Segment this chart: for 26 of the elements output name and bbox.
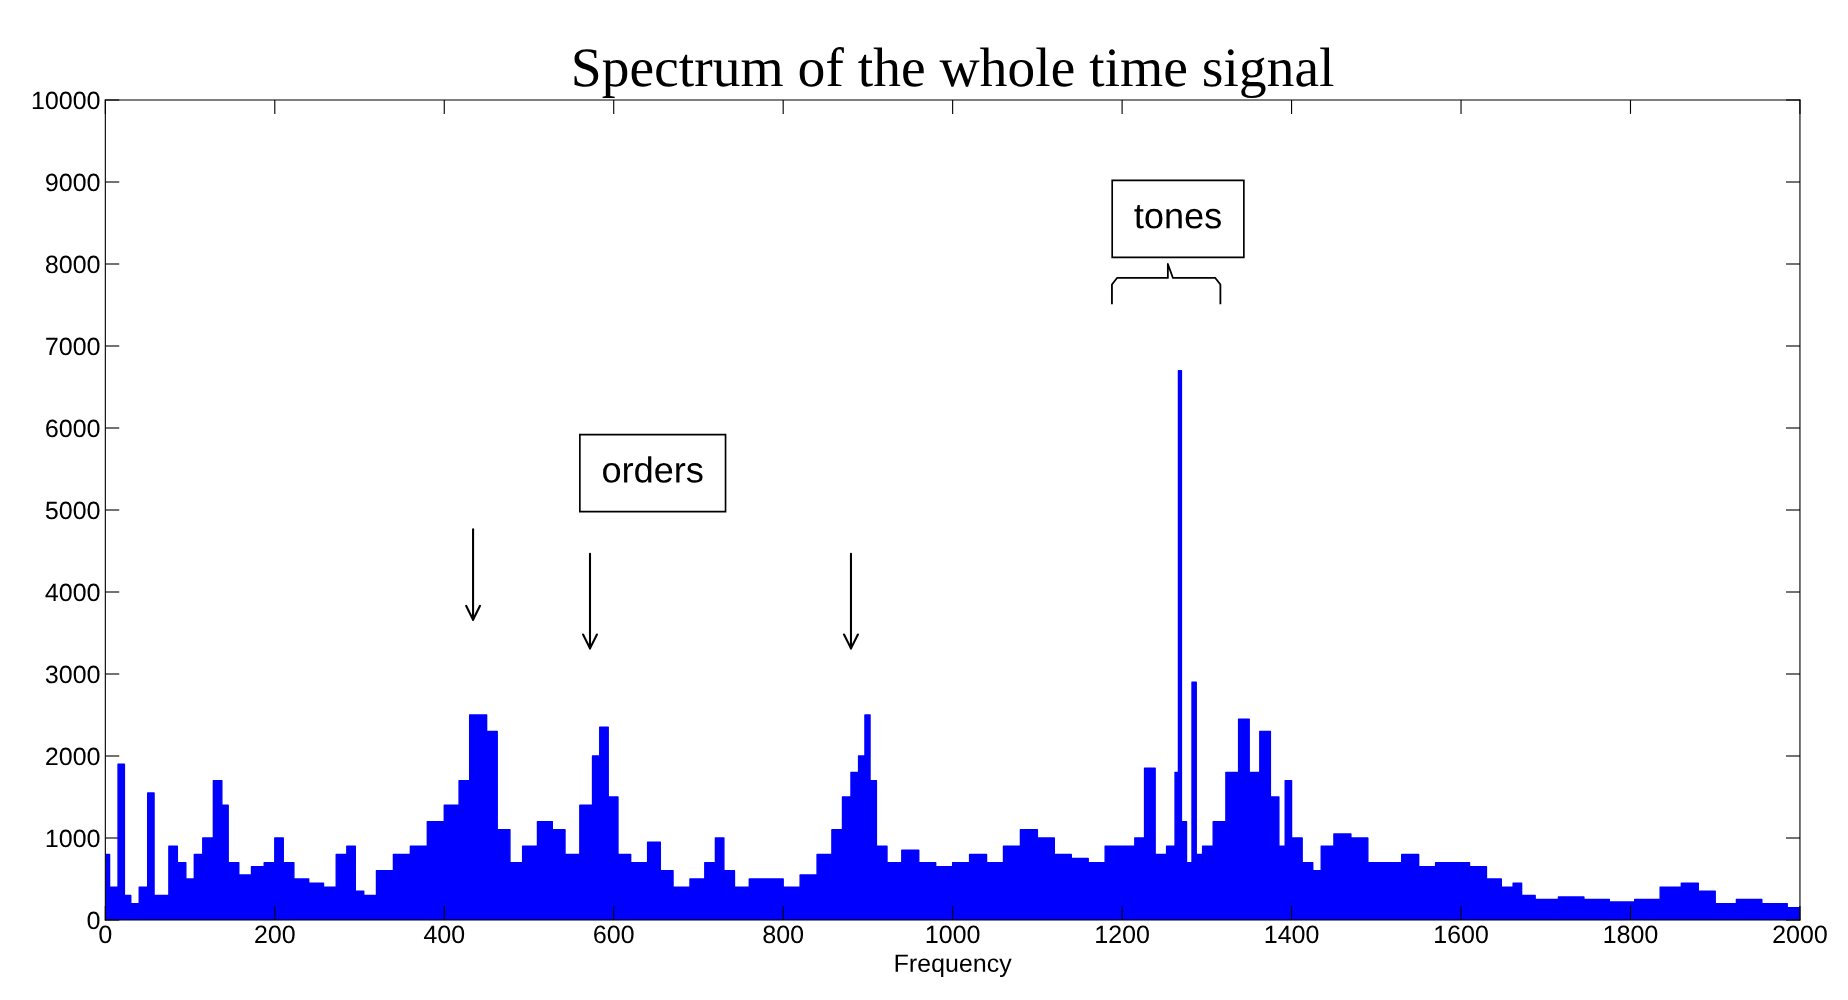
y-tick-label: 9000 <box>46 173 100 192</box>
x-tick-label: 2000 <box>1773 925 1827 944</box>
annotation: orders <box>603 456 703 483</box>
x-tick-label: 800 <box>763 925 804 944</box>
y-tick-label: 4000 <box>45 583 100 602</box>
y-tick-label: 3000 <box>45 665 100 684</box>
y-tick-label: 8000 <box>45 255 100 274</box>
x-tick-label: 600 <box>594 925 634 944</box>
y-tick-label: 5000 <box>45 501 100 520</box>
x-tick-label: 1600 <box>1435 925 1488 944</box>
y-tick-label: 6000 <box>46 419 100 438</box>
x-tick-label: 1200 <box>1096 925 1149 944</box>
y-tick-label: 2000 <box>46 747 100 766</box>
annotation: tones <box>1134 204 1221 229</box>
chart-title: Spectrum of the whole time signal <box>574 47 1334 99</box>
y-tick-label: 0 <box>87 911 100 930</box>
y-tick-label: 10000 <box>32 91 100 110</box>
x-tick-label: 1000 <box>926 925 980 944</box>
y-tick-label: 1000 <box>46 829 100 848</box>
y-tick-label: 7000 <box>46 337 100 356</box>
x-axis-title: Frequency <box>895 954 1012 978</box>
x-tick-label: 1400 <box>1265 925 1319 944</box>
x-tick-label: 400 <box>423 925 465 944</box>
x-tick-label: 0 <box>99 925 112 944</box>
x-tick-label: 1800 <box>1604 925 1658 944</box>
x-tick-label: 200 <box>255 925 295 944</box>
